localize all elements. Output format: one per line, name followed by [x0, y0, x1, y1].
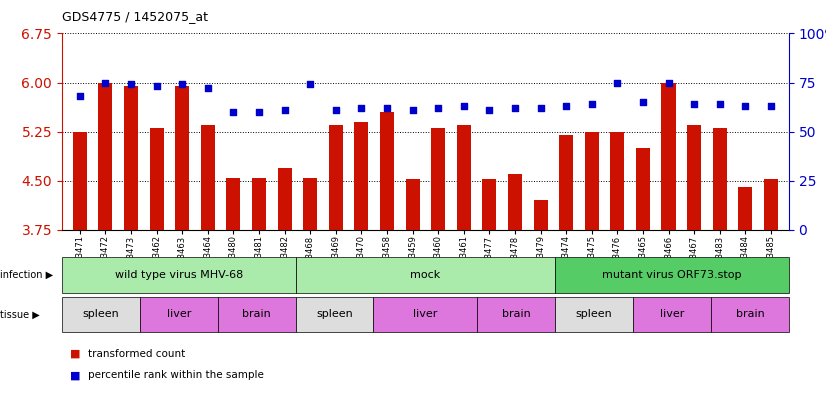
- Bar: [278, 168, 292, 230]
- Bar: [140, 297, 218, 332]
- Point: [278, 107, 292, 113]
- Bar: [764, 180, 778, 230]
- Text: spleen: spleen: [576, 309, 613, 320]
- Bar: [687, 125, 701, 230]
- Bar: [711, 297, 789, 332]
- Point: [738, 103, 752, 109]
- Bar: [62, 257, 296, 293]
- Bar: [150, 129, 164, 230]
- Point: [585, 101, 598, 107]
- Bar: [73, 132, 87, 230]
- Bar: [633, 297, 711, 332]
- Bar: [555, 257, 789, 293]
- Bar: [329, 125, 343, 230]
- Bar: [175, 86, 189, 230]
- Text: percentile rank within the sample: percentile rank within the sample: [88, 370, 264, 380]
- Point: [74, 93, 87, 99]
- Point: [636, 99, 649, 105]
- Point: [253, 109, 266, 115]
- Bar: [252, 178, 266, 230]
- Text: brain: brain: [735, 309, 764, 320]
- Bar: [482, 180, 496, 230]
- Bar: [738, 187, 752, 230]
- Point: [559, 103, 572, 109]
- Text: ■: ■: [70, 370, 84, 380]
- Bar: [98, 83, 112, 230]
- Bar: [380, 112, 394, 230]
- Bar: [610, 132, 624, 230]
- Point: [431, 105, 444, 111]
- Point: [764, 103, 777, 109]
- Point: [406, 107, 420, 113]
- Text: brain: brain: [502, 309, 530, 320]
- Point: [150, 83, 164, 90]
- Bar: [555, 297, 633, 332]
- Point: [713, 101, 726, 107]
- Point: [99, 79, 112, 86]
- Bar: [662, 83, 676, 230]
- Text: wild type virus MHV-68: wild type virus MHV-68: [115, 270, 243, 280]
- Text: infection ▶: infection ▶: [0, 270, 53, 280]
- Bar: [559, 135, 573, 230]
- Point: [687, 101, 700, 107]
- Bar: [218, 297, 296, 332]
- Bar: [457, 125, 471, 230]
- Bar: [534, 200, 548, 230]
- Bar: [62, 297, 140, 332]
- Point: [125, 81, 138, 88]
- Point: [304, 81, 317, 88]
- Text: transformed count: transformed count: [88, 349, 186, 359]
- Point: [610, 79, 624, 86]
- Bar: [477, 297, 555, 332]
- Text: GDS4775 / 1452075_at: GDS4775 / 1452075_at: [62, 10, 208, 23]
- Bar: [354, 122, 368, 230]
- Text: brain: brain: [242, 309, 271, 320]
- Point: [355, 105, 368, 111]
- Bar: [303, 178, 317, 230]
- Bar: [296, 297, 373, 332]
- Point: [457, 103, 470, 109]
- Text: mutant virus ORF73.stop: mutant virus ORF73.stop: [602, 270, 742, 280]
- Point: [176, 81, 189, 88]
- Text: ■: ■: [70, 349, 84, 359]
- Bar: [373, 297, 477, 332]
- Bar: [406, 180, 420, 230]
- Text: liver: liver: [167, 309, 191, 320]
- Point: [662, 79, 675, 86]
- Text: mock: mock: [411, 270, 440, 280]
- Text: spleen: spleen: [316, 309, 353, 320]
- Text: tissue ▶: tissue ▶: [0, 309, 40, 320]
- Point: [202, 85, 215, 92]
- Point: [227, 109, 240, 115]
- Text: liver: liver: [413, 309, 438, 320]
- Point: [330, 107, 343, 113]
- Point: [534, 105, 547, 111]
- Bar: [226, 178, 240, 230]
- Bar: [585, 132, 599, 230]
- Bar: [431, 129, 445, 230]
- Bar: [508, 174, 522, 230]
- Text: spleen: spleen: [83, 309, 119, 320]
- Bar: [296, 257, 555, 293]
- Bar: [636, 148, 650, 230]
- Point: [508, 105, 521, 111]
- Bar: [713, 129, 727, 230]
- Bar: [201, 125, 215, 230]
- Text: liver: liver: [660, 309, 684, 320]
- Point: [381, 105, 394, 111]
- Bar: [124, 86, 138, 230]
- Point: [482, 107, 496, 113]
